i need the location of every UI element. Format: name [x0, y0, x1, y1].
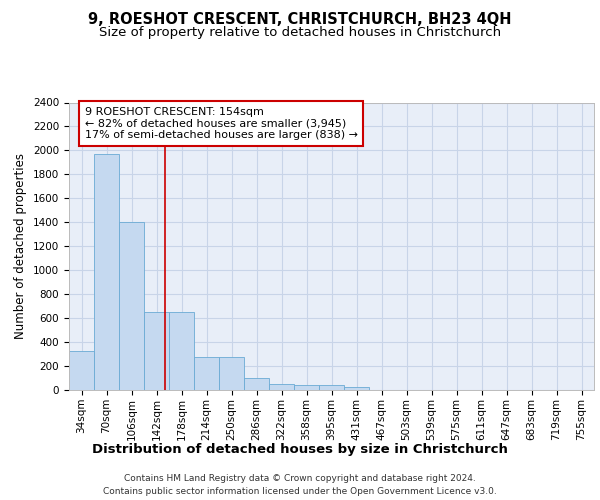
Bar [194, 357, 219, 390]
Bar [294, 384, 319, 390]
Bar [269, 384, 294, 390]
Bar [94, 154, 119, 390]
Bar [344, 387, 369, 390]
Text: Contains HM Land Registry data © Crown copyright and database right 2024.: Contains HM Land Registry data © Crown c… [124, 474, 476, 483]
Text: 9, ROESHOT CRESCENT, CHRISTCHURCH, BH23 4QH: 9, ROESHOT CRESCENT, CHRISTCHURCH, BH23 … [88, 12, 512, 28]
Y-axis label: Number of detached properties: Number of detached properties [14, 153, 28, 340]
Bar [319, 385, 344, 390]
Bar [219, 357, 244, 390]
Bar [69, 351, 94, 390]
Text: Contains public sector information licensed under the Open Government Licence v3: Contains public sector information licen… [103, 486, 497, 496]
Text: Distribution of detached houses by size in Christchurch: Distribution of detached houses by size … [92, 442, 508, 456]
Bar [169, 312, 194, 390]
Text: 9 ROESHOT CRESCENT: 154sqm
← 82% of detached houses are smaller (3,945)
17% of s: 9 ROESHOT CRESCENT: 154sqm ← 82% of deta… [85, 107, 358, 140]
Bar [144, 312, 169, 390]
Text: Size of property relative to detached houses in Christchurch: Size of property relative to detached ho… [99, 26, 501, 39]
Bar [119, 222, 144, 390]
Bar [244, 378, 269, 390]
